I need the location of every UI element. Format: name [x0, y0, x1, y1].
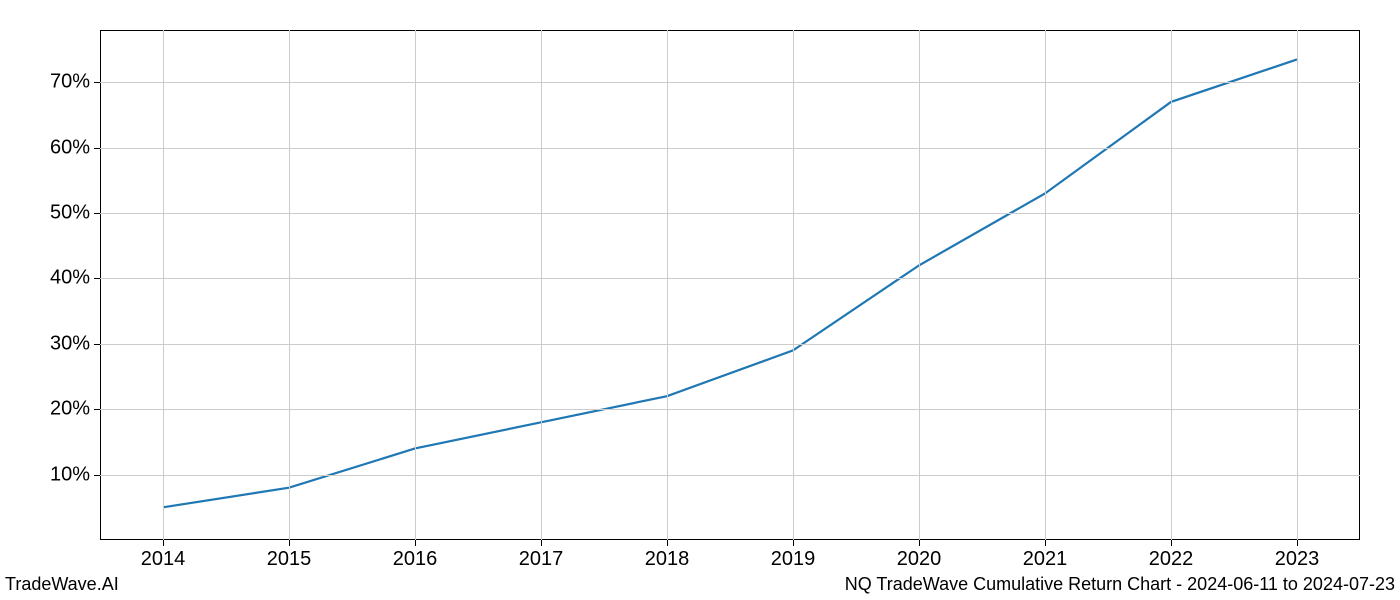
y-tick-label: 50% [50, 202, 90, 225]
y-tick-label: 10% [50, 463, 90, 486]
x-tick-label: 2016 [393, 548, 438, 571]
x-tick-mark [793, 540, 794, 546]
grid-line-vertical [1045, 30, 1046, 540]
x-tick-label: 2019 [771, 548, 816, 571]
y-tick-mark [94, 344, 100, 345]
y-tick-mark [94, 213, 100, 214]
x-tick-label: 2021 [1023, 548, 1068, 571]
x-tick-mark [1297, 540, 1298, 546]
x-tick-label: 2017 [519, 548, 564, 571]
x-tick-mark [289, 540, 290, 546]
grid-line-vertical [415, 30, 416, 540]
x-tick-mark [919, 540, 920, 546]
y-tick-label: 70% [50, 71, 90, 94]
y-tick-label: 30% [50, 332, 90, 355]
x-tick-label: 2020 [897, 548, 942, 571]
grid-line-horizontal [100, 213, 1360, 214]
grid-line-vertical [667, 30, 668, 540]
y-tick-mark [94, 148, 100, 149]
y-tick-label: 60% [50, 136, 90, 159]
x-tick-mark [1045, 540, 1046, 546]
x-tick-label: 2015 [267, 548, 312, 571]
y-tick-mark [94, 409, 100, 410]
x-tick-label: 2014 [141, 548, 186, 571]
grid-line-vertical [163, 30, 164, 540]
y-tick-mark [94, 82, 100, 83]
y-tick-label: 40% [50, 267, 90, 290]
y-tick-mark [94, 278, 100, 279]
footer-right-caption: NQ TradeWave Cumulative Return Chart - 2… [845, 574, 1395, 595]
footer-left-attribution: TradeWave.AI [5, 574, 119, 595]
grid-line-vertical [919, 30, 920, 540]
grid-line-vertical [541, 30, 542, 540]
x-tick-mark [163, 540, 164, 546]
grid-line-vertical [1171, 30, 1172, 540]
x-tick-label: 2022 [1149, 548, 1194, 571]
grid-line-vertical [289, 30, 290, 540]
grid-line-vertical [1297, 30, 1298, 540]
chart-container: 2014201520162017201820192020202120222023… [100, 30, 1360, 540]
x-tick-mark [667, 540, 668, 546]
grid-line-horizontal [100, 278, 1360, 279]
grid-line-horizontal [100, 148, 1360, 149]
y-tick-label: 20% [50, 398, 90, 421]
chart-line [163, 59, 1297, 507]
y-tick-mark [94, 475, 100, 476]
x-tick-label: 2018 [645, 548, 690, 571]
grid-line-horizontal [100, 82, 1360, 83]
x-tick-mark [415, 540, 416, 546]
grid-line-vertical [793, 30, 794, 540]
grid-line-horizontal [100, 409, 1360, 410]
grid-line-horizontal [100, 475, 1360, 476]
x-tick-mark [541, 540, 542, 546]
grid-line-horizontal [100, 344, 1360, 345]
x-tick-label: 2023 [1275, 548, 1320, 571]
x-tick-mark [1171, 540, 1172, 546]
